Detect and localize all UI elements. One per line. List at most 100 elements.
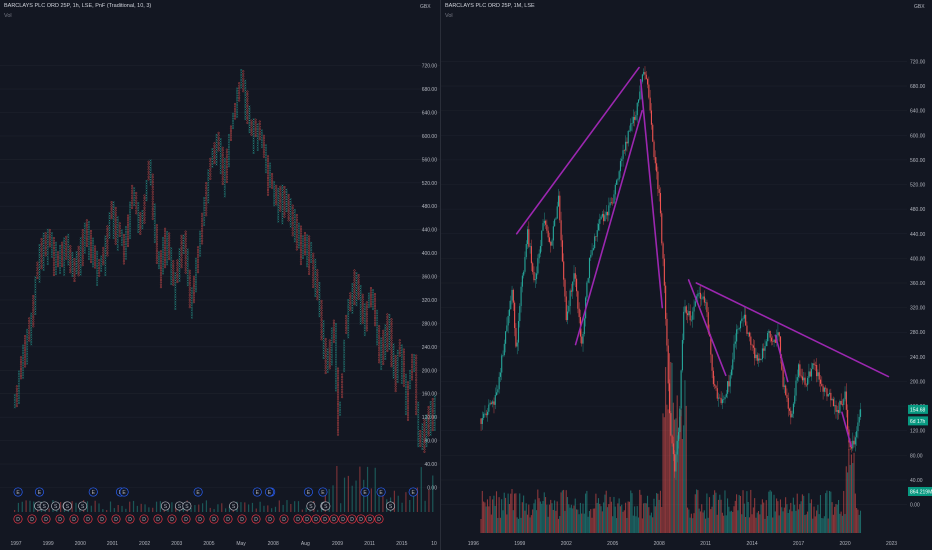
candle-body bbox=[551, 240, 553, 246]
pnf-x-box bbox=[232, 127, 234, 130]
pnf-chart-pane[interactable]: BARCLAYS PLC ORD 25P, 1h, LSE, PnF (Trad… bbox=[0, 0, 440, 550]
volume-bar bbox=[797, 509, 800, 533]
pnf-x-box bbox=[13, 406, 16, 409]
pnf-o-box bbox=[415, 376, 418, 379]
pnf-o-box bbox=[328, 341, 331, 344]
pnf-o-box bbox=[147, 168, 150, 171]
pnf-x-box bbox=[96, 264, 99, 268]
candle-body bbox=[653, 141, 655, 158]
pnf-o-box bbox=[151, 176, 154, 179]
pnf-x-box bbox=[421, 445, 424, 448]
candle-body bbox=[841, 404, 844, 406]
pnf-o-box bbox=[336, 428, 339, 431]
pnf-o-box bbox=[378, 330, 381, 333]
pnf-o-box bbox=[394, 364, 397, 367]
pnf-x-box bbox=[170, 249, 173, 252]
pnf-o-box bbox=[423, 436, 426, 439]
pnf-x-box bbox=[38, 244, 41, 247]
pnf-x-box bbox=[240, 73, 243, 77]
pnf-o-box bbox=[114, 237, 117, 240]
volume-bar bbox=[109, 501, 112, 512]
pnf-o-box bbox=[419, 432, 422, 435]
pnf-x-box bbox=[207, 189, 210, 192]
volume-bar bbox=[783, 507, 785, 533]
pnf-o-box bbox=[85, 244, 88, 247]
pnf-o-box bbox=[32, 322, 35, 325]
candle-body bbox=[594, 236, 596, 249]
pnf-x-box bbox=[190, 289, 193, 292]
candle-chart-svg[interactable]: 720.00680.00640.00600.00560.00520.00480.… bbox=[441, 0, 932, 550]
pnf-o-box bbox=[197, 251, 200, 254]
pnf-o-box bbox=[341, 386, 344, 389]
pnf-o-box bbox=[258, 120, 261, 123]
pnf-o-box bbox=[378, 337, 381, 340]
volume-bar bbox=[848, 449, 850, 533]
candle-body bbox=[501, 355, 503, 373]
candle-chart-pane[interactable]: BARCLAYS PLC ORD 25P, 1M, LSE Vol GBX 72… bbox=[441, 0, 932, 550]
volume-bar bbox=[590, 509, 592, 533]
pnf-o-box bbox=[159, 262, 162, 265]
pnf-x-box bbox=[409, 372, 412, 375]
volume-bar bbox=[840, 511, 842, 533]
pnf-chart-svg[interactable]: 720.00680.00640.00600.00560.00520.00480.… bbox=[0, 0, 440, 550]
pnf-x-box bbox=[240, 78, 243, 82]
pnf-x-box bbox=[215, 141, 218, 144]
pnf-o-box bbox=[304, 232, 307, 235]
pnf-x-box bbox=[162, 239, 164, 242]
pnf-o-box bbox=[365, 315, 368, 318]
pnf-o-box bbox=[312, 252, 315, 255]
event-marker-letter: D bbox=[44, 517, 48, 523]
pnf-o-box bbox=[390, 353, 393, 356]
pnf-o-box bbox=[267, 184, 270, 187]
pnf-o-box bbox=[114, 242, 117, 245]
pnf-x-box bbox=[425, 426, 428, 429]
pnf-x-box bbox=[252, 147, 255, 150]
pnf-o-box bbox=[431, 402, 434, 405]
pnf-o-box bbox=[114, 230, 117, 233]
volume-bar bbox=[623, 510, 625, 533]
candle-body bbox=[743, 314, 745, 319]
pnf-x-box bbox=[207, 181, 210, 184]
pnf-x-box bbox=[219, 162, 222, 165]
candle-body bbox=[536, 273, 538, 280]
pnf-o-box bbox=[172, 276, 175, 279]
pnf-o-box bbox=[246, 92, 249, 95]
pnf-o-box bbox=[320, 299, 323, 302]
event-marker-letter: E bbox=[16, 490, 20, 496]
pnf-o-box bbox=[131, 192, 134, 195]
volume-bar bbox=[825, 493, 827, 533]
price-badge-text: 154.68 bbox=[910, 407, 926, 413]
pnf-x-box bbox=[79, 256, 82, 259]
pnf-o-box bbox=[328, 367, 331, 370]
pnf-x-box bbox=[112, 229, 115, 232]
pnf-o-box bbox=[168, 246, 171, 249]
pnf-x-box bbox=[124, 233, 127, 236]
pnf-x-box bbox=[347, 301, 350, 304]
pnf-o-box bbox=[427, 405, 430, 408]
pnf-x-box bbox=[34, 298, 37, 301]
pnf-x-box bbox=[372, 307, 374, 311]
candle-body bbox=[799, 364, 801, 376]
pnf-o-box bbox=[188, 303, 191, 306]
pnf-x-box bbox=[396, 364, 399, 367]
pnf-o-box bbox=[238, 87, 241, 90]
pnf-x-box bbox=[384, 343, 387, 346]
pane-divider[interactable] bbox=[440, 0, 441, 550]
pnf-x-box bbox=[63, 261, 66, 264]
event-marker: D bbox=[302, 514, 312, 524]
pnf-o-box bbox=[176, 273, 179, 276]
volume-bar bbox=[768, 491, 770, 533]
pnf-o-box bbox=[201, 215, 204, 218]
volume-bar bbox=[240, 502, 242, 512]
pnf-o-box bbox=[122, 257, 125, 260]
pnf-o-box bbox=[184, 271, 187, 274]
volume-bar bbox=[511, 489, 513, 533]
pnf-x-box bbox=[413, 363, 416, 366]
volume-bar bbox=[132, 500, 135, 512]
pnf-x-box bbox=[75, 253, 78, 256]
pnf-x-box bbox=[108, 226, 111, 229]
pnf-x-box bbox=[281, 210, 284, 213]
pnf-x-box bbox=[137, 226, 140, 229]
pnf-x-box bbox=[96, 267, 99, 270]
pnf-o-box bbox=[151, 203, 154, 206]
